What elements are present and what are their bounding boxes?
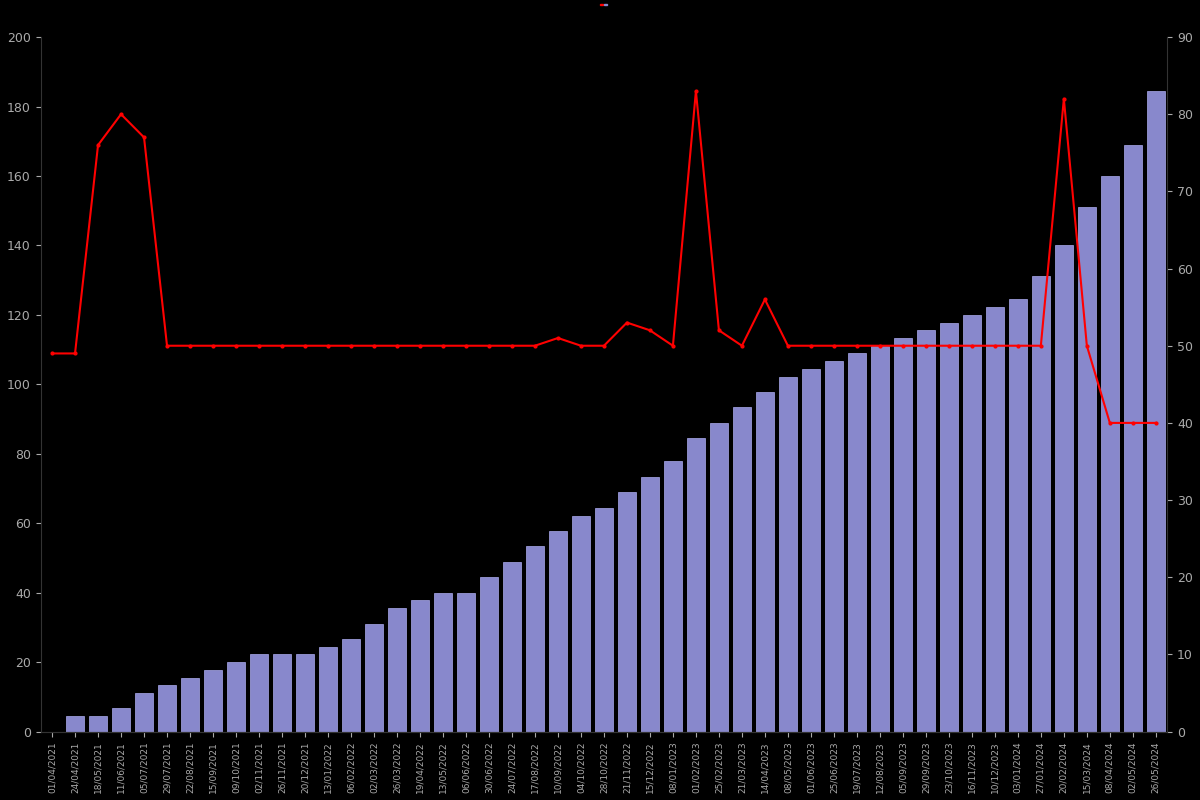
Bar bbox=[824, 361, 844, 731]
Bar bbox=[1009, 299, 1027, 731]
Bar bbox=[319, 646, 337, 731]
Bar bbox=[134, 693, 154, 731]
Bar bbox=[1078, 207, 1096, 731]
Bar bbox=[410, 600, 430, 731]
Bar bbox=[962, 315, 982, 731]
Bar bbox=[779, 377, 797, 731]
Bar bbox=[1032, 276, 1050, 731]
Bar bbox=[985, 307, 1004, 731]
Bar bbox=[733, 407, 751, 731]
Bar bbox=[756, 392, 774, 731]
Bar bbox=[295, 654, 314, 731]
Bar bbox=[250, 654, 268, 731]
Bar bbox=[686, 438, 706, 731]
Bar bbox=[66, 716, 84, 731]
Bar bbox=[204, 670, 222, 731]
Bar bbox=[847, 354, 866, 731]
Bar bbox=[548, 531, 568, 731]
Bar bbox=[641, 477, 659, 731]
Bar bbox=[940, 322, 958, 731]
Bar bbox=[526, 546, 544, 731]
Bar bbox=[181, 678, 199, 731]
Bar bbox=[709, 423, 728, 731]
Bar bbox=[1055, 246, 1073, 731]
Bar bbox=[595, 508, 613, 731]
Bar bbox=[1147, 91, 1165, 731]
Bar bbox=[917, 330, 935, 731]
Bar bbox=[342, 639, 360, 731]
Bar bbox=[227, 662, 245, 731]
Legend: , : , bbox=[600, 3, 608, 6]
Bar bbox=[503, 562, 521, 731]
Bar bbox=[480, 578, 498, 731]
Bar bbox=[365, 623, 383, 731]
Bar bbox=[571, 515, 590, 731]
Bar bbox=[664, 462, 682, 731]
Bar bbox=[1123, 145, 1142, 731]
Bar bbox=[894, 338, 912, 731]
Bar bbox=[618, 492, 636, 731]
Bar bbox=[433, 593, 452, 731]
Bar bbox=[871, 346, 889, 731]
Bar bbox=[388, 608, 406, 731]
Bar bbox=[158, 686, 176, 731]
Bar bbox=[1100, 176, 1120, 731]
Bar bbox=[272, 654, 292, 731]
Bar bbox=[802, 369, 820, 731]
Bar bbox=[112, 709, 131, 731]
Bar bbox=[89, 716, 107, 731]
Bar bbox=[457, 593, 475, 731]
